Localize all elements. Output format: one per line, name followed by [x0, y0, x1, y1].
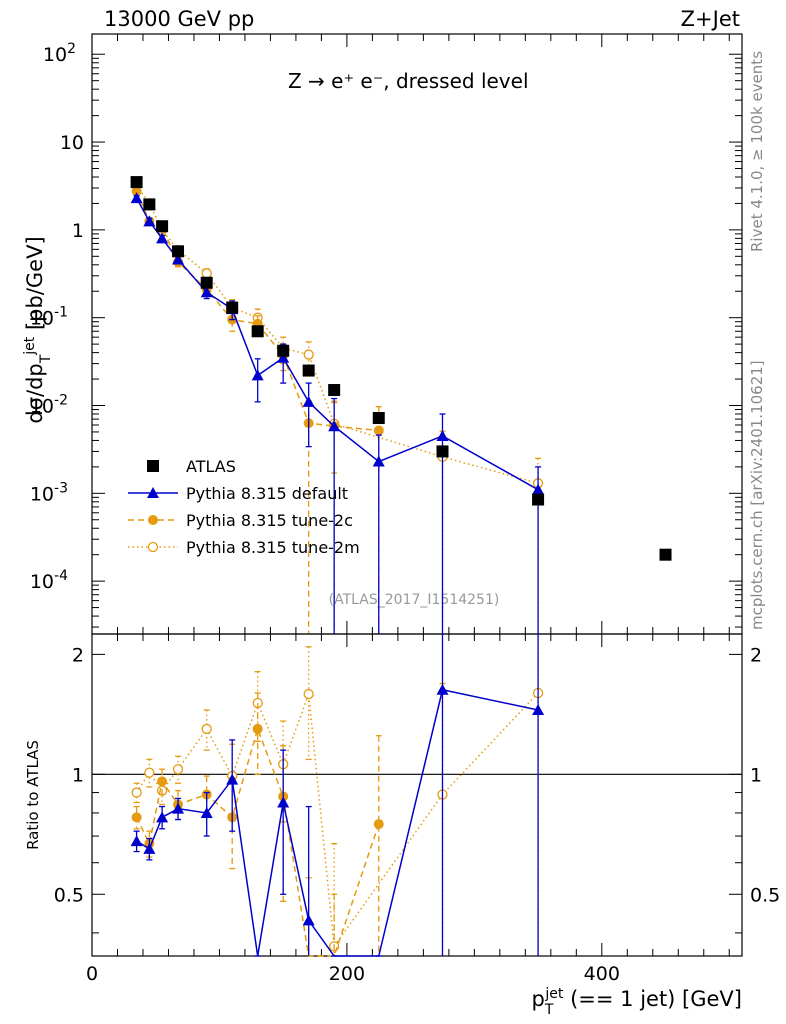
main-point-atlas — [372, 412, 385, 425]
ratio-point-tune2m — [131, 787, 142, 798]
main-point-default — [143, 215, 156, 227]
ratio-point-default — [302, 914, 315, 926]
process-label: Z → e⁺ e⁻, dressed level — [288, 69, 529, 93]
main-point-default — [372, 455, 385, 467]
ratio-ylabel: Ratio to ATLAS — [24, 740, 42, 850]
ratio-point-default — [200, 806, 213, 818]
main-point-atlas — [532, 493, 545, 506]
main-y-tick-label: 10-4 — [30, 568, 68, 593]
main-line-tune2m — [135, 185, 539, 485]
main-point-atlas — [251, 325, 264, 338]
ratio-line-tune2m — [135, 692, 539, 949]
main-point-default — [532, 483, 545, 495]
main-y-tick-label: 1 — [72, 220, 84, 242]
main-point-default — [277, 351, 290, 363]
ratio-point-tune2m — [201, 723, 212, 735]
ratio-point-tune2c — [131, 812, 142, 823]
ratio-y-tick-label: 1 — [72, 764, 84, 786]
main-point-default — [436, 429, 449, 441]
mcplots-label: mcplots.cern.ch [arXiv:2401.10621] — [748, 360, 766, 630]
ratio-xlabel: pTjet (== 1 jet) [GeV] — [532, 986, 742, 1018]
ratio-line-tune2c — [135, 726, 380, 957]
main-point-default — [328, 420, 341, 432]
ratio-y-tick-label: 2 — [72, 644, 84, 666]
ratio-point-default — [143, 842, 156, 854]
legend-marker-atlas — [147, 460, 159, 472]
ratio-axis-ticks: 0.5 0.5 1 1 2 2 0 200 400 — [54, 634, 780, 985]
legend-label-default: Pythia 8.315 default — [186, 484, 348, 503]
main-point-default — [200, 286, 213, 298]
ratio-y-tick-label-right: 1 — [750, 764, 762, 786]
ratio-series — [130, 634, 545, 957]
main-point-default — [172, 253, 185, 265]
main-y-tick-label: 10-3 — [30, 480, 68, 505]
main-panel: Z → e⁺ e⁻, dressed level (ATLAS_2017_I15… — [22, 33, 743, 635]
ratio-y-tick-label-right: 0.5 — [750, 884, 780, 906]
main-point-atlas — [143, 198, 156, 211]
ratio-point-tune2m — [303, 688, 314, 700]
ratio-point-tune2c — [252, 723, 263, 734]
main-series — [130, 176, 672, 634]
main-line-default — [135, 197, 539, 491]
main-point-default — [302, 395, 315, 407]
ratio-point-default — [156, 811, 169, 823]
main-y-tick-label: 102 — [43, 41, 76, 66]
legend-marker-default — [147, 487, 159, 498]
analysis-label: (ATLAS_2017_I1514251) — [329, 592, 500, 608]
legend-marker-tune2m — [147, 541, 159, 553]
ratio-point-default — [436, 683, 449, 695]
ratio-point-default — [130, 835, 143, 847]
main-point-tune2m — [303, 349, 314, 360]
ratio-x-tick-label: 200 — [329, 963, 365, 985]
main-point-atlas — [302, 364, 315, 377]
main-point-atlas — [436, 445, 449, 458]
ratio-point-tune2c — [157, 776, 168, 787]
main-point-atlas — [277, 344, 290, 357]
rivet-label: Rivet 4.1.0, ≥ 100k events — [748, 51, 766, 252]
ratio-point-tune2m — [172, 764, 184, 775]
main-point-default — [251, 369, 264, 381]
ratio-x-tick-label: 0 — [86, 963, 98, 985]
legend-label-tune2m: Pythia 8.315 tune-2m — [186, 538, 360, 557]
ratio-y-tick-label: 0.5 — [54, 884, 84, 906]
header-left: 13000 GeV pp — [104, 7, 254, 31]
main-point-tune2c — [131, 186, 142, 197]
ratio-point-tune2m — [144, 767, 155, 778]
main-point-tune2c — [373, 425, 384, 436]
ratio-point-tune2c — [373, 819, 384, 830]
legend-label-atlas: ATLAS — [186, 457, 236, 476]
main-point-atlas — [659, 548, 672, 561]
main-point-atlas — [130, 176, 143, 189]
legend-label-tune2c: Pythia 8.315 tune-2c — [186, 511, 353, 530]
ratio-point-default — [277, 796, 290, 808]
ratio-point-default — [172, 802, 185, 814]
ratio-y-tick-label-right: 2 — [750, 644, 762, 666]
main-point-default — [156, 232, 169, 244]
main-point-atlas — [226, 301, 239, 314]
main-point-default — [130, 192, 143, 204]
legend: ATLAS Pythia 8.315 default Pythia 8.315 … — [128, 457, 360, 557]
ratio-point-default — [532, 704, 545, 716]
ratio-frame — [91, 633, 743, 957]
ratio-line-default — [136, 688, 539, 957]
main-point-tune2m — [201, 268, 212, 279]
ratio-point-default — [226, 773, 239, 785]
ratio-panel: 0.5 0.5 1 1 2 2 0 200 400 Ratio to ATLAS pTjet (… — [24, 633, 780, 1018]
ratio-x-tick-label: 400 — [584, 963, 620, 985]
header-right: Z+Jet — [681, 7, 740, 31]
main-point-atlas — [200, 276, 213, 289]
main-point-atlas — [328, 384, 341, 397]
legend-marker-tune2c — [148, 515, 158, 525]
main-y-tick-label: 10 — [60, 132, 84, 154]
main-point-atlas — [156, 220, 169, 233]
main-point-atlas — [172, 245, 185, 258]
